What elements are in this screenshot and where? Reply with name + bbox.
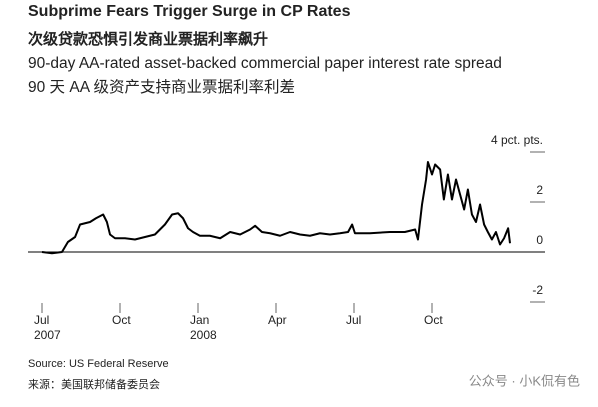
chart-title-zh: 次级贷款恐惧引发商业票据利率飙升 — [28, 30, 268, 48]
subtitle: 90-day AA-rated asset-backed commercial … — [28, 55, 502, 72]
source: Source: US Federal Reserve — [28, 358, 169, 370]
y-tick-label: 2 — [536, 183, 543, 197]
x-tick-year: 2007 — [34, 328, 61, 342]
chart-title: Subprime Fears Trigger Surge in CP Rates — [28, 3, 351, 20]
x-tick-label: Apr — [268, 313, 287, 327]
x-tick-label: Jul — [34, 313, 49, 327]
source-zh: 来源：美国联邦储备委员会 — [28, 377, 160, 391]
y-tick-label: -2 — [532, 283, 543, 297]
x-tick-year: 2008 — [190, 328, 217, 342]
line-series — [41, 161, 511, 255]
x-tick-label: Oct — [112, 313, 131, 327]
watermark: 公众号 · 小K侃有色 — [469, 373, 580, 388]
x-tick-label: Jul — [346, 313, 361, 327]
subtitle-zh: 90 天 AA 级资产支持商业票据利率利差 — [28, 78, 295, 96]
y-tick-label: 4 pct. pts. — [491, 133, 543, 147]
x-tick-label: Oct — [424, 313, 443, 327]
x-tick-label: Jan — [190, 313, 209, 327]
y-tick-label: 0 — [536, 233, 543, 247]
